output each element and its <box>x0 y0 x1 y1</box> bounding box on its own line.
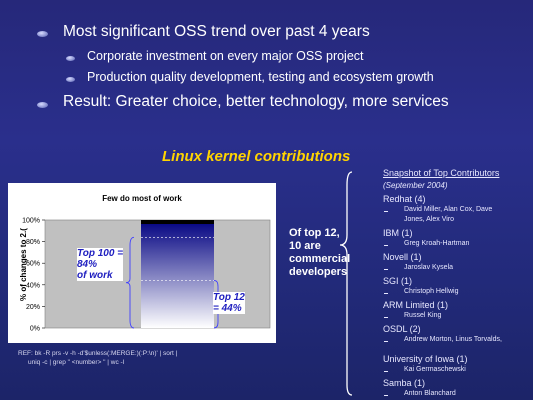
chart-panel: Few do most of work % of changes to 2.( … <box>8 183 276 343</box>
commercial-note-line2: 10 are <box>289 240 321 252</box>
dash-icon <box>384 293 388 294</box>
commercial-note-line1: Of top 12, <box>289 227 340 239</box>
y-tick-label: 60% <box>26 261 40 268</box>
contributor-names: David Miller, Alan Cox, Dave <box>404 206 493 213</box>
contributor-names: Christoph Hellwig <box>404 288 459 295</box>
brace-top100 <box>125 236 135 329</box>
bullet-icon <box>37 102 48 108</box>
commercial-note-line3: commercial <box>289 253 351 265</box>
y-tick-label: 40% <box>26 282 40 289</box>
company-name: SGI (1) <box>383 276 413 286</box>
bullet-text-2: Result: Greater choice, better technolog… <box>63 93 449 110</box>
commercial-note: Of top 12, 10 are commercial developers <box>289 227 350 279</box>
contributor-names: Andrew Morton, Linus Torvalds, <box>404 336 502 343</box>
section-heading: Linux kernel contributions <box>162 148 351 165</box>
chart-plot: 0% 20% 40% 60% 80% 100% <box>22 218 271 333</box>
company-name: ARM Limited (1) <box>383 300 449 310</box>
company-name: OSDL (2) <box>383 324 421 334</box>
bullet-text-1b: Production quality development, testing … <box>87 70 434 84</box>
y-tick-label: 100% <box>22 218 40 225</box>
contributor-names: Jaroslav Kysela <box>404 264 454 271</box>
callout-top100-line2: 84% <box>77 259 98 270</box>
dash-icon <box>384 317 388 318</box>
commercial-note-line4: developers <box>289 266 348 278</box>
contributor-names: Kai Germaschewski <box>404 366 466 373</box>
contributor-names: Greg Kroah-Hartman <box>404 240 470 247</box>
company-name: Novell (1) <box>383 252 422 262</box>
company-name: IBM (1) <box>383 228 413 238</box>
callout-top100-line3: of work <box>77 270 113 281</box>
dash-icon <box>384 341 388 342</box>
contributors-date: (September 2004) <box>383 181 448 190</box>
callout-top12: Top 12 = 44% <box>213 292 245 314</box>
chart-title: Few do most of work <box>102 194 182 203</box>
company-name: University of Iowa (1) <box>383 354 468 364</box>
company-name: Samba (1) <box>383 378 426 388</box>
contributor-names: Jones, Alex Viro <box>404 216 455 223</box>
y-tick-label: 0% <box>30 326 40 333</box>
bullet-icon <box>66 56 75 61</box>
bar-top-edge <box>141 220 214 224</box>
y-tick-label: 20% <box>26 304 40 311</box>
bullet-text-1a: Corporate investment on every major OSS … <box>87 49 364 63</box>
callout-top100: Top 100 = 84% of work <box>77 248 124 281</box>
contributors-title: Snapshot of Top Contributors <box>383 168 500 178</box>
bullet-text-1: Most significant OSS trend over past 4 y… <box>63 23 370 40</box>
callout-top100-line1: Top 100 = <box>77 248 124 259</box>
bar <box>141 220 214 328</box>
company-name: Redhat (4) <box>383 194 426 204</box>
ref-line-1: REF: bk -R prs -v -h -d'$unless(:MERGE:)… <box>18 350 178 357</box>
dash-icon <box>384 269 388 270</box>
dash-icon <box>384 371 388 372</box>
dash-icon <box>384 211 388 212</box>
callout-top12-line2: = 44% <box>213 303 242 314</box>
dash-icon <box>384 245 388 246</box>
dash-icon <box>384 395 388 396</box>
callout-top12-line1: Top 12 <box>213 292 245 303</box>
y-tick-label: 80% <box>26 239 40 246</box>
bullet-icon <box>66 77 75 82</box>
contributor-names: Russel King <box>404 312 442 319</box>
contributor-names: Anton Blanchard <box>404 390 456 397</box>
bullet-icon <box>37 31 48 37</box>
ref-line-2: uniq -c | grep " <number> " | wc -l <box>28 359 125 366</box>
